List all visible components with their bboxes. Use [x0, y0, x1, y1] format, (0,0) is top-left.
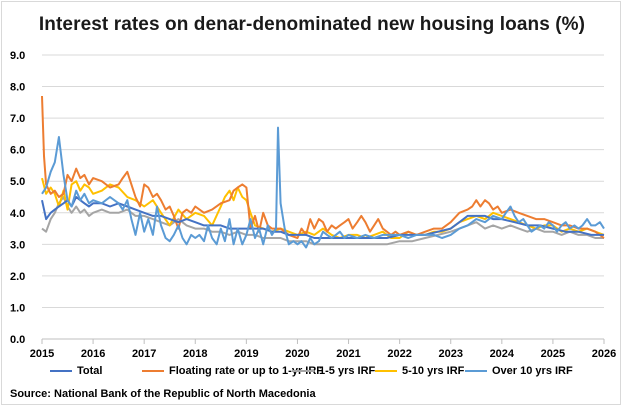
x-tick-label: 2015	[30, 348, 54, 360]
series-line-0	[41, 196, 604, 239]
x-tick-label: 2024	[490, 348, 515, 360]
x-tick-label: 2026	[592, 348, 616, 360]
legend-item-floating: Floating rate or up to 1-yr IRF	[142, 365, 323, 377]
x-tick-label: 2021	[336, 348, 360, 360]
series-line-2	[41, 196, 604, 246]
y-tick-label: 9.0	[10, 50, 25, 62]
y-tick-label: 3.0	[10, 239, 25, 251]
series-line-4	[41, 126, 605, 249]
y-axis-ticks: 0.0 1.0 2.0 3.0 4.0 5.0 6.0 7.0 8.0 9.0	[10, 50, 25, 346]
legend-item-5-10: 5-10 yrs IRF	[375, 365, 464, 377]
legend-label-5-10: 5-10 yrs IRF	[402, 365, 465, 377]
legend-label-floating: Floating rate or up to 1-yr IRF	[169, 365, 324, 377]
legend: Total Floating rate or up to 1-yr IRF 1-…	[40, 365, 620, 381]
x-tick-label: 2017	[132, 348, 156, 360]
gridlines	[42, 54, 604, 340]
legend-label-over-10: Over 10 yrs IRF	[492, 365, 573, 377]
legend-swatch-total	[50, 370, 72, 372]
legend-swatch-over-10	[465, 370, 487, 372]
y-tick-label: 2.0	[10, 271, 25, 283]
x-tick-label: 2018	[183, 348, 207, 360]
legend-item-1-5: 1-5 yrs IRF	[292, 365, 375, 377]
y-tick-label: 4.0	[10, 208, 25, 220]
legend-swatch-1-5	[292, 370, 314, 372]
legend-item-total: Total	[50, 365, 102, 377]
x-tick-label: 2020	[285, 348, 309, 360]
legend-label-1-5: 1-5 yrs IRF	[319, 365, 376, 377]
y-tick-label: 6.0	[10, 145, 25, 157]
x-tick-label: 2025	[541, 348, 565, 360]
y-tick-label: 1.0	[10, 302, 25, 314]
x-tick-label: 2023	[438, 348, 462, 360]
x-tick-label: 2022	[387, 348, 411, 360]
series-line-1	[41, 95, 605, 239]
legend-item-over-10: Over 10 yrs IRF	[465, 365, 573, 377]
legend-swatch-floating	[142, 370, 164, 372]
x-tick-label: 2016	[81, 348, 105, 360]
source-note: Source: National Bank of the Republic of…	[10, 388, 316, 400]
x-axis-ticks: 2015 2016 2017 2018 2019 2020 2021 2022 2023 2024…	[30, 339, 616, 360]
legend-swatch-5-10	[375, 370, 397, 372]
y-tick-label: 5.0	[10, 176, 25, 188]
y-tick-label: 7.0	[10, 113, 25, 125]
chart-title: Interest rates on denar-denominated new …	[38, 14, 586, 35]
y-tick-label: 0.0	[10, 334, 25, 346]
series-lines	[41, 95, 605, 249]
x-tick-label: 2019	[234, 348, 258, 360]
y-tick-label: 8.0	[10, 82, 25, 94]
legend-label-total: Total	[77, 365, 103, 377]
